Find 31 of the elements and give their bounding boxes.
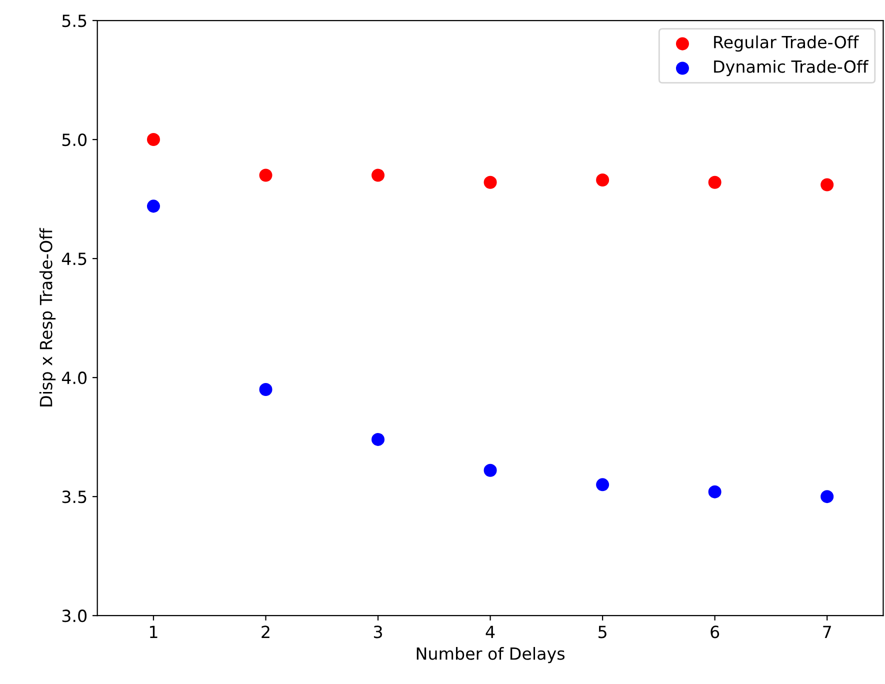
y-tick-label: 5.0 (62, 134, 87, 146)
x-tick-label: 6 (710, 626, 720, 638)
point (820, 490, 834, 504)
point (708, 176, 722, 189)
y-tick-label: 3.0 (62, 610, 87, 622)
y-tick-label: 3.5 (62, 490, 86, 504)
x-tick-label: 3 (374, 626, 382, 638)
point (372, 432, 385, 446)
point (259, 168, 272, 182)
point (146, 200, 160, 213)
x-axis-title: Number of Delays (416, 647, 565, 664)
y-tick-label: 4.5 (62, 252, 86, 266)
y-tick-label: 4.0 (62, 372, 87, 384)
point (484, 176, 497, 189)
legend-label: Regular Trade-Off (714, 36, 859, 52)
point (708, 485, 722, 498)
point (372, 168, 385, 182)
y-tick-label: 5.5 (62, 14, 86, 28)
legend-label: Dynamic Trade-Off (714, 60, 869, 76)
point (596, 478, 610, 492)
point (146, 133, 160, 146)
x-tick-label: 7 (823, 626, 831, 638)
point (484, 464, 497, 477)
point (259, 382, 272, 396)
x-tick-label: 2 (262, 626, 270, 638)
x-tick-label: 4 (486, 626, 495, 638)
point (596, 173, 610, 187)
x-tick-label: 1 (150, 626, 158, 638)
y-axis-title: Disp x Resp Trade-Off (39, 228, 56, 406)
point (820, 178, 834, 192)
x-tick-label: 5 (598, 626, 606, 638)
